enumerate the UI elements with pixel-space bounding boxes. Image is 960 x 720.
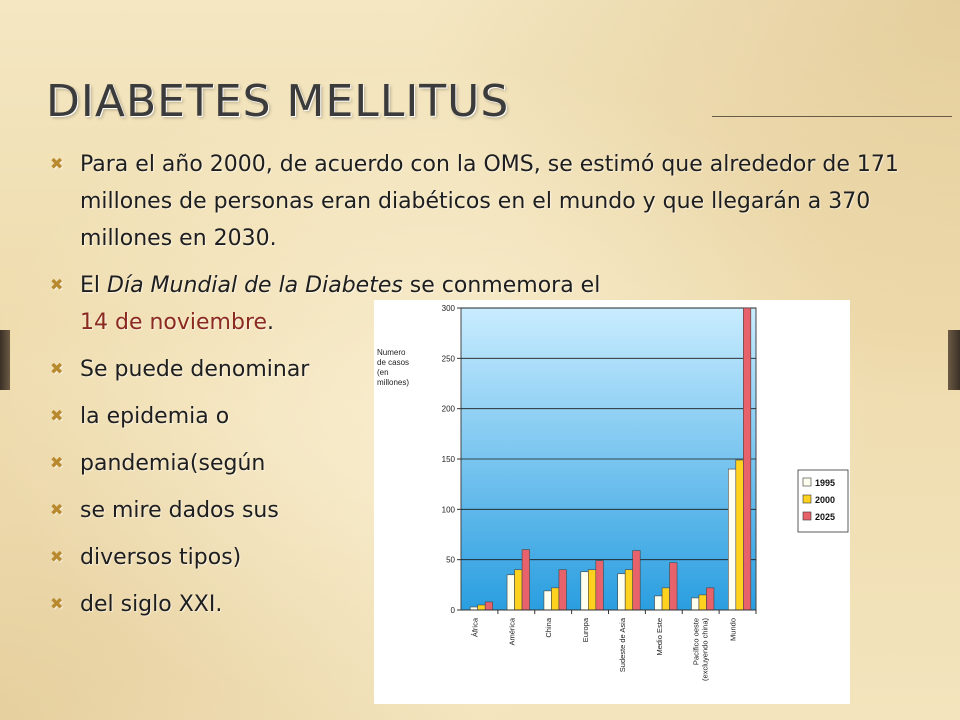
x-tick-label: Sudeste de Asia xyxy=(618,617,627,672)
bar xyxy=(624,569,633,611)
bullet-text-end: . xyxy=(267,310,275,335)
y-tick-label: 100 xyxy=(442,505,456,514)
bar xyxy=(661,587,670,611)
bullet-x-icon: ✖ xyxy=(50,500,64,519)
x-tick-label: Pacífico oeste xyxy=(692,618,701,665)
y-axis-label: millones) xyxy=(377,378,409,387)
bar xyxy=(691,597,700,611)
legend-swatch xyxy=(802,494,812,504)
bullet-item: ✖ diversos tipos) xyxy=(46,539,906,576)
legend-swatch xyxy=(802,477,812,487)
bullet-text: pandemia(según xyxy=(80,451,266,476)
y-tick-label: 200 xyxy=(442,405,456,414)
chart-container: 0 50 100 150 200 250 300 Numero de casos (en millo… xyxy=(374,300,850,704)
bar xyxy=(514,569,523,611)
bullet-text-post: se conmemora el xyxy=(402,273,601,298)
bar xyxy=(551,587,560,611)
bullet-text: Para el año 2000, de acuerdo con la OMS,… xyxy=(80,152,899,251)
x-tick-label: (excluyendo china) xyxy=(701,617,710,680)
x-tick-label: Mundo xyxy=(729,618,738,641)
bullet-x-icon: ✖ xyxy=(50,154,64,173)
bullet-text: diversos tipos) xyxy=(80,545,242,570)
legend: 1995 2000 2025 xyxy=(797,469,849,533)
y-axis-label: Numero xyxy=(377,348,406,357)
y-axis-label: (en xyxy=(377,368,389,377)
bullet-x-icon: ✖ xyxy=(50,594,64,613)
title-rule xyxy=(712,116,952,117)
y-tick-label: 300 xyxy=(442,304,456,313)
bullet-item: ✖ se mire dados sus xyxy=(46,492,906,529)
bullet-item: ✖ El Día Mundial de la Diabetes se conme… xyxy=(46,267,906,341)
bullet-x-icon: ✖ xyxy=(50,275,64,294)
bar xyxy=(743,307,752,611)
y-axis-label: de casos xyxy=(377,358,409,367)
y-tick-label: 0 xyxy=(451,606,456,615)
right-edge-tab xyxy=(948,330,960,390)
bullet-text: Se puede denominar xyxy=(80,357,310,382)
bar xyxy=(735,459,744,611)
y-tick-label: 50 xyxy=(446,556,455,565)
bullet-text: del siglo XXI. xyxy=(80,592,223,617)
bullet-list: ✖ Para el año 2000, de acuerdo con la OM… xyxy=(46,146,906,623)
bullet-item: ✖ pandemia(según xyxy=(46,445,906,482)
x-tick-label: Europa xyxy=(581,617,590,642)
bullet-item: ✖ del siglo XXI. xyxy=(46,586,906,623)
bullet-item: ✖ la epidemia o xyxy=(46,398,906,435)
bar xyxy=(706,587,715,611)
bar xyxy=(632,550,641,611)
bar xyxy=(543,590,552,611)
bullet-text-italic: Día Mundial de la Diabetes xyxy=(107,273,403,298)
bullet-x-icon: ✖ xyxy=(50,406,64,425)
bullet-item: ✖ Se puede denominar xyxy=(46,351,906,388)
bar xyxy=(617,573,626,611)
legend-label: 2025 xyxy=(815,512,835,522)
left-edge-tab xyxy=(0,330,10,390)
bullet-item: ✖ Para el año 2000, de acuerdo con la OM… xyxy=(46,146,906,257)
bar xyxy=(506,574,515,611)
bar xyxy=(669,562,678,611)
legend-label: 2000 xyxy=(815,495,835,505)
x-tick-label: Medio Este xyxy=(655,618,664,656)
bar xyxy=(654,595,663,611)
bar xyxy=(728,468,737,611)
y-tick-label: 150 xyxy=(442,455,456,464)
bar xyxy=(521,549,530,611)
bullet-x-icon: ✖ xyxy=(50,359,64,378)
x-tick-label: África xyxy=(470,617,479,637)
x-tick-label: América xyxy=(507,617,516,645)
bar xyxy=(595,560,604,611)
slide-title: DIABETES MELLITUS xyxy=(46,76,510,127)
bullet-text: la epidemia o xyxy=(80,404,230,429)
bar xyxy=(484,601,493,611)
bullet-text: se mire dados sus xyxy=(80,498,279,523)
bar xyxy=(580,571,589,611)
bullet-x-icon: ✖ xyxy=(50,547,64,566)
legend-swatch xyxy=(802,511,812,521)
y-tick-label: 250 xyxy=(442,354,456,363)
bullet-date-accent: 14 de noviembre xyxy=(80,310,268,335)
bullet-x-icon: ✖ xyxy=(50,453,64,472)
x-tick-label: China xyxy=(544,617,553,637)
legend-label: 1995 xyxy=(815,478,835,488)
bar xyxy=(698,594,707,611)
bar xyxy=(477,604,486,611)
bar xyxy=(558,569,567,611)
bullet-text-pre: El xyxy=(80,273,108,298)
bar xyxy=(588,569,597,611)
